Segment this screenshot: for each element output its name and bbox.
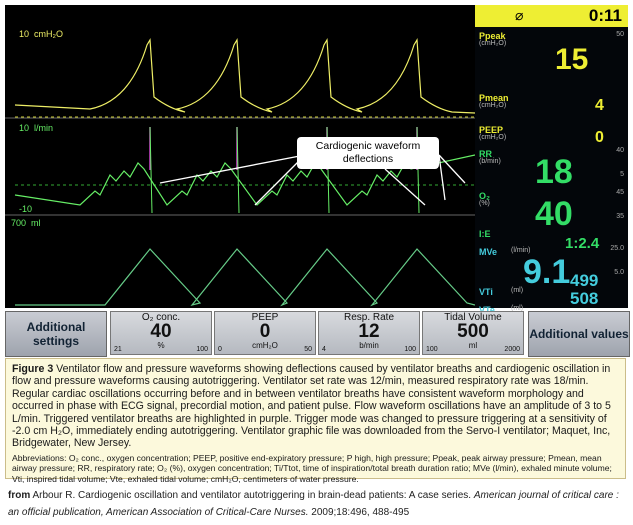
reading-label: VTi: [479, 287, 493, 297]
control-max: 100: [404, 346, 416, 353]
control-max: 50: [304, 346, 312, 353]
annotation: Cardiogenic waveform deflections: [297, 137, 439, 169]
reading-unit: (b/min): [479, 158, 501, 165]
reading-value: 40: [535, 195, 573, 234]
control-min: 100: [426, 346, 438, 353]
ventilator-screen: 10 cmH₂O 10 l/min -10 700 ml Cardiogenic…: [5, 5, 628, 308]
reading-scale: 5.0: [614, 269, 624, 276]
reading-scale: 35: [616, 213, 624, 220]
citation: from Arbour R. Cardiogenic oscillation a…: [8, 487, 628, 521]
additional-values-button[interactable]: Additional values: [528, 311, 630, 357]
abbreviations: Abbreviations: O₂ conc., oxygen concentr…: [12, 453, 619, 484]
timer: 0:11: [589, 6, 622, 26]
reading-value: 508: [570, 289, 598, 309]
control-max: 2000: [504, 346, 520, 353]
control-max: 100: [196, 346, 208, 353]
reading-scale: 50: [616, 31, 624, 38]
figure-caption: Figure 3 Ventilator flow and pressure wa…: [5, 358, 626, 479]
reading-value: 499: [570, 271, 598, 291]
reading-value: 15: [555, 43, 588, 77]
caption-text: Figure 3 Ventilator flow and pressure wa…: [12, 363, 619, 450]
reading-unit: (cmH₂O): [479, 134, 506, 141]
scale-label: 10 cmH₂O: [19, 29, 63, 39]
icon: ⌀: [515, 7, 523, 24]
control-unit: cmH₂O: [215, 341, 315, 350]
reading-value: 9.1: [523, 253, 570, 292]
control-value: 12: [319, 323, 419, 341]
scale-label: -10: [19, 204, 32, 214]
reading-scale: 25.0: [610, 245, 624, 252]
reading-value: 18: [535, 153, 573, 192]
control-min: 4: [322, 346, 326, 353]
reading-value: 0: [595, 129, 604, 147]
control-value: 500: [423, 323, 523, 341]
control-value: 40: [111, 323, 211, 341]
page: {"screen":{"timer":"0:11", "waveforms":[…: [0, 0, 633, 525]
caption-title: Figure 3: [12, 363, 53, 375]
control-value: 0: [215, 323, 315, 341]
control-min: 0: [218, 346, 222, 353]
reading-unit: (cmH₂O): [479, 102, 506, 109]
scale-label: 700 ml: [11, 218, 41, 228]
reading-value: 4: [595, 97, 604, 115]
reading-label: I:E: [479, 229, 491, 239]
citation-prefix: from: [8, 490, 30, 501]
citation-details: 2009;18:496, 488-495: [311, 507, 409, 518]
timer-bar: ⌀ 0:11: [475, 5, 628, 27]
citation-text: Arbour R. Cardiogenic oscillation and ve…: [32, 490, 471, 501]
reading-label: MVe: [479, 247, 497, 257]
reading-value: 1:2.4: [565, 235, 599, 252]
reading-scale: 5: [620, 171, 624, 178]
reading-scale: 40: [616, 147, 624, 154]
additional-settings-button[interactable]: Additional settings: [5, 311, 107, 357]
caption-body: Ventilator flow and pressure waveforms s…: [12, 363, 611, 449]
reading-unit: (ml): [511, 287, 523, 294]
reading-scale: 45: [616, 189, 624, 196]
scale-label: 10 l/min: [19, 123, 53, 133]
reading-unit: (%): [479, 200, 490, 207]
control-min: 21: [114, 346, 122, 353]
reading-unit: (cmH₂O): [479, 40, 506, 47]
